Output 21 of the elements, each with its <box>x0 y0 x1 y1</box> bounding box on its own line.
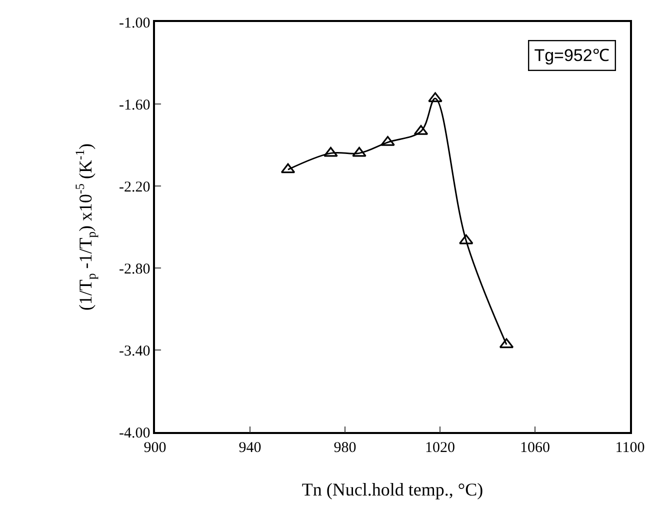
point <box>280 163 296 174</box>
point <box>428 92 442 102</box>
point <box>352 146 366 157</box>
x-tick-label: 940 <box>238 440 262 456</box>
point <box>499 338 514 348</box>
y-tick-label: -4.00 <box>119 425 150 442</box>
x-tick-label: 900 <box>144 440 166 456</box>
y-tick-label: -1.60 <box>119 97 150 114</box>
x-tick-label: 1100 <box>615 440 645 456</box>
y-tick-label: -2.20 <box>119 179 150 196</box>
x-tick-label: 980 <box>334 440 356 456</box>
annotation: Tg=952℃ <box>534 46 610 66</box>
x-tick-label: 1060 <box>520 440 550 456</box>
x-tick-label: 1020 <box>425 440 455 456</box>
y-tick-label: -1.00 <box>119 15 150 32</box>
point <box>458 234 474 244</box>
y-tick-label: -2.80 <box>119 261 150 278</box>
point <box>324 146 338 157</box>
point <box>380 136 395 146</box>
y-tick-label: -3.40 <box>119 343 150 360</box>
x-axis-title: Tn (Nucl.hold temp., °C) <box>302 479 484 500</box>
